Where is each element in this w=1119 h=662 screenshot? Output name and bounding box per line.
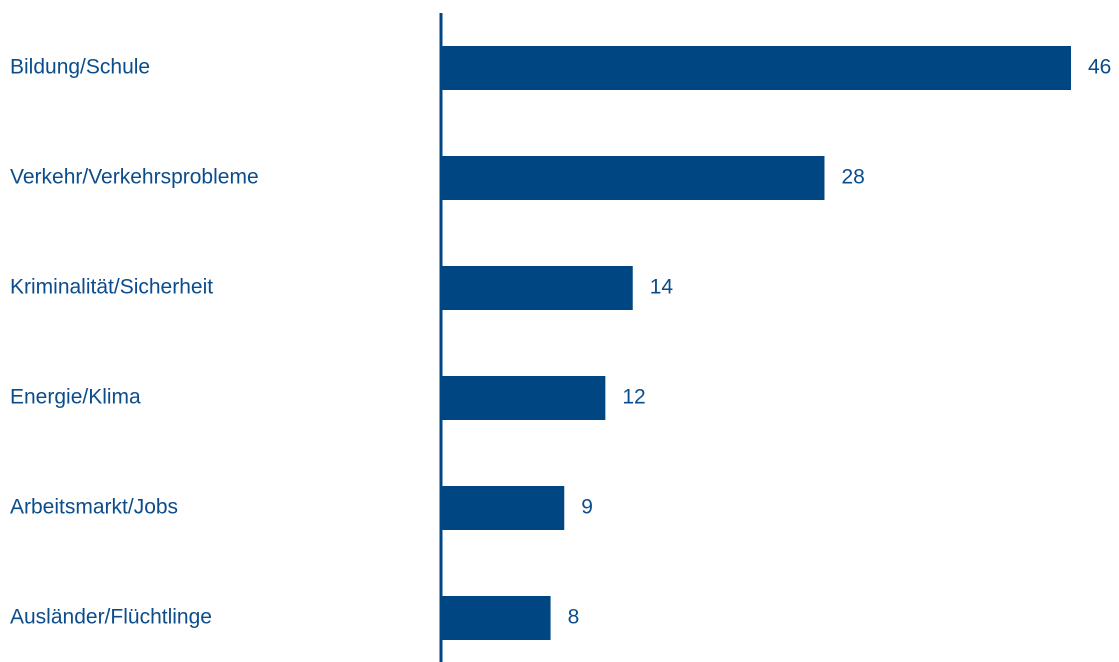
category-label: Ausländer/Flüchtlinge	[10, 606, 212, 629]
bar	[441, 46, 1071, 90]
category-label: Energie/Klima	[10, 386, 141, 409]
data-label: 46	[1088, 56, 1111, 79]
data-label: 28	[841, 166, 864, 189]
data-label: 9	[581, 496, 593, 519]
bar	[441, 486, 565, 530]
bar	[441, 156, 825, 200]
category-label: Verkehr/Verkehrsprobleme	[10, 166, 259, 189]
category-label: Bildung/Schule	[10, 56, 150, 79]
bar	[441, 376, 606, 420]
data-labels: 46 28 14 12 9 8	[568, 56, 1112, 629]
data-label: 14	[650, 276, 674, 299]
category-label: Kriminalität/Sicherheit	[10, 276, 213, 299]
bar	[441, 266, 633, 310]
bar	[441, 596, 551, 640]
category-labels: Bildung/Schule Verkehr/Verkehrsprobleme Kr…	[10, 56, 259, 629]
data-label: 8	[568, 606, 580, 629]
data-label: 12	[622, 386, 645, 409]
bars	[441, 46, 1071, 640]
category-label: Arbeitsmarkt/Jobs	[10, 496, 178, 519]
